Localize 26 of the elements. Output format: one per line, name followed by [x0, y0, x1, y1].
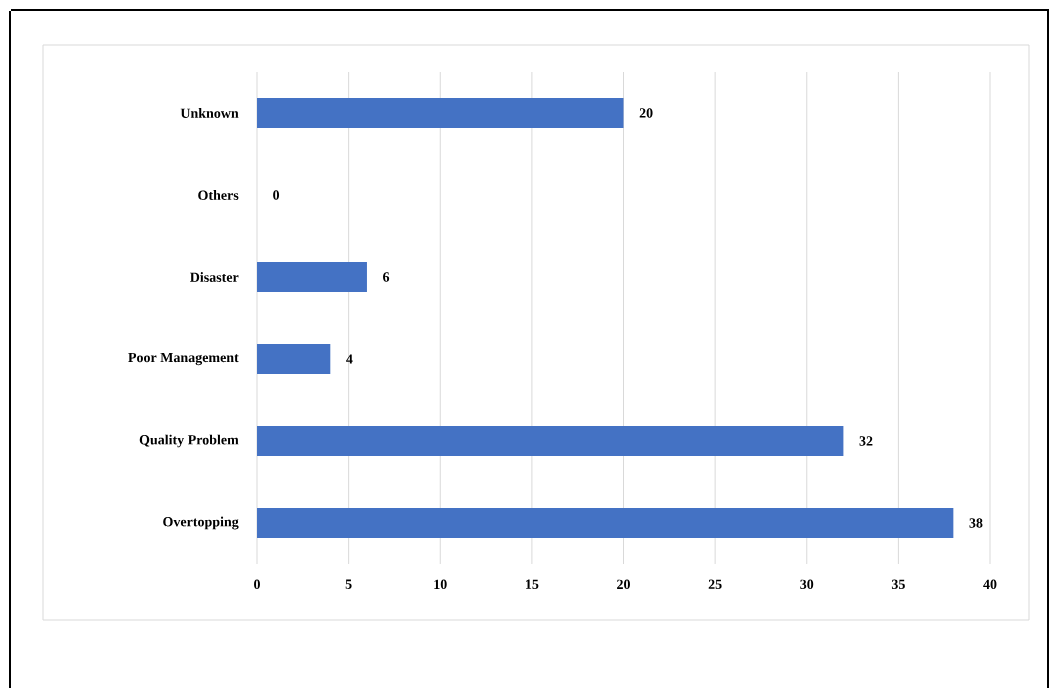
x-tick-label: 25 — [708, 579, 722, 590]
y-tick-label: Unknown — [180, 108, 239, 118]
x-tick-label: 0 — [254, 579, 260, 590]
data-label: 38 — [969, 518, 983, 528]
y-tick-label: Others — [198, 190, 239, 200]
bar — [257, 98, 624, 128]
x-tick-label: 30 — [800, 579, 814, 590]
data-label: 0 — [273, 190, 280, 200]
y-tick-label: Poor Management — [128, 352, 239, 366]
x-tick-label: 35 — [891, 579, 905, 590]
data-label: 6 — [383, 272, 390, 282]
x-tick-label: 20 — [617, 579, 630, 590]
x-tick-label: 10 — [434, 579, 447, 590]
bar — [257, 344, 331, 374]
bar — [257, 426, 844, 456]
y-tick-label: Quality Problem — [139, 434, 239, 448]
x-tick-label: 5 — [345, 579, 352, 589]
x-tick-label: 40 — [983, 579, 997, 590]
y-tick-label: Disaster — [190, 272, 239, 282]
data-label: 20 — [639, 108, 653, 118]
data-label: 32 — [859, 436, 873, 446]
data-label: 4 — [346, 354, 353, 364]
x-tick-label: 15 — [526, 579, 539, 589]
y-tick-label: Overtopping — [163, 516, 239, 530]
bar — [257, 507, 954, 538]
bar — [257, 262, 367, 292]
